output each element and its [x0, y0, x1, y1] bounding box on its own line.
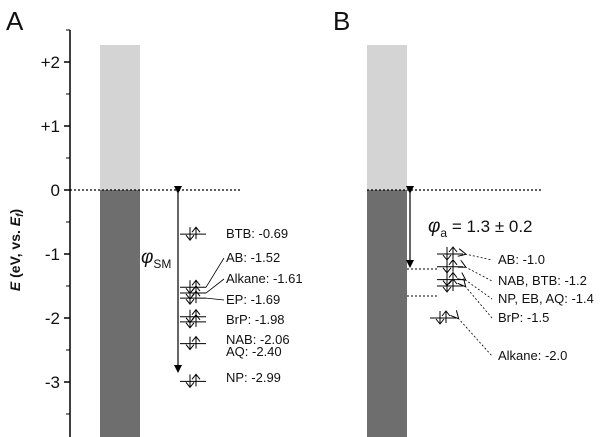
- y-axis-title: E (eV, vs. Ef): [7, 209, 26, 291]
- panel-a-spin-down-head-7: [185, 382, 195, 389]
- panel-b-level-label-3: BrP: -1.5: [498, 310, 549, 325]
- panel-b-spin-up-head-1: [448, 258, 458, 266]
- panel-b-phi-label: φa = 1.3 ± 0.2: [428, 216, 533, 240]
- panel-a-leader-1: [205, 257, 225, 288]
- panel-a-band-lower: [100, 190, 140, 437]
- panel-b-pointer-4: [458, 318, 493, 357]
- panel-a-level-label-4: BrP: -1.98: [226, 312, 285, 327]
- panel-a-spin-down-head-0: [185, 234, 195, 241]
- panel-b-level-glyph-4: [430, 310, 456, 325]
- panel-a-spin-down-head-3: [185, 298, 195, 305]
- panel-a-phi-label: φSM: [141, 247, 171, 271]
- panel-a-level-label-1: AB: -1.52: [226, 250, 280, 265]
- panel-a-spin-up-head-7: [191, 373, 201, 380]
- panel-a-level-glyph-7: [180, 373, 206, 389]
- panel-a-spin-down-head-6: [185, 344, 195, 351]
- panel-a-band-upper: [100, 45, 140, 190]
- panel-b-level-label-2: NP, EB, AQ: -1.4: [498, 291, 594, 306]
- panel-a-level-label-2: Alkane: -1.61: [226, 271, 303, 286]
- panel-b-level-glyph-1: [437, 258, 463, 274]
- panel-a-spin-up-head-0: [191, 226, 201, 233]
- y-tick-label-0: +2: [41, 53, 60, 72]
- panel-a-spin-down-head-5: [185, 322, 195, 329]
- panel-b-level-label-0: AB: -1.0: [498, 252, 545, 267]
- y-tick-label-5: -3: [45, 373, 60, 392]
- panel-a-spin-up-head-4: [191, 308, 201, 316]
- panel-b-pointer-1: [465, 267, 493, 282]
- panel-b-level-label-1: NAB, BTB: -1.2: [498, 273, 587, 288]
- panel-a-level-glyph-6: [180, 335, 206, 351]
- panel-a-level-label-0: BTB: -0.69: [226, 226, 288, 241]
- panel-a-spin-up-head-6: [191, 335, 201, 342]
- panel-a-spin-up-head-3: [191, 290, 201, 297]
- panel-a-level-label-7: NP: -2.99: [226, 370, 281, 385]
- panel-a-levels: BTB: -0.69 AB: -1.52 Alkane: -1.61 EP: -1.6…: [180, 226, 303, 389]
- panel-b-spin-up-head-3: [448, 278, 458, 285]
- y-tick-label-4: -2: [45, 309, 60, 328]
- panel-b-band-upper: [367, 45, 407, 190]
- panel-a-spin-up-head-1: [191, 279, 201, 286]
- panel-b-level-glyph-3: [437, 278, 463, 293]
- panel-b-level-label-4: Alkane: -2.0: [498, 348, 567, 363]
- panel-a-letter: A: [6, 6, 24, 36]
- panel-b-band-lower: [367, 190, 407, 437]
- panel-a-level-glyph-1: [180, 279, 206, 295]
- panel-a-level-glyph-5: [180, 314, 206, 329]
- panel-b-levels: AB: -1.0 NAB, BTB: -1.2 NP, EB, AQ: -1.4 Br…: [430, 246, 594, 363]
- panel-b-spin-up-head-0: [448, 246, 458, 253]
- panel-a-leader-3: [205, 297, 225, 301]
- y-tick-label-1: +1: [41, 117, 60, 136]
- panel-a-level-glyph-2: [180, 285, 206, 300]
- panel-b-spin-up-head-4: [441, 310, 451, 317]
- y-axis-ticks: +2 +1 0 -1 -2 -3: [41, 29, 70, 415]
- panel-b-pointer-0: [465, 254, 493, 261]
- panel-a-spin-up-head-2: [191, 285, 201, 292]
- panel-b-pointer-3: [465, 286, 493, 319]
- panel-a-level-label-6: AQ: -2.40: [226, 344, 282, 359]
- panel-b-spin-down-head-4: [435, 318, 445, 325]
- panel-a-level-glyph-0: [180, 226, 206, 241]
- panel-a-leader-2: [205, 278, 225, 294]
- panel-b-level-glyph-0: [437, 246, 463, 261]
- panel-b-spin-down-head-3: [442, 286, 452, 293]
- panel-b-spin-up-head-2: [448, 271, 458, 278]
- y-tick-label-3: -1: [45, 245, 60, 264]
- panel-b-pointer-2: [465, 280, 493, 300]
- panel-a-level-glyph-4: [180, 308, 206, 324]
- panel-b-letter: B: [333, 6, 350, 36]
- panel-b-level-glyph-2: [437, 271, 463, 287]
- panel-a-level-label-5: NAB: -2.06: [226, 332, 290, 347]
- panel-a-spin-up-head-5: [191, 314, 201, 321]
- panel-a-level-label-3: EP: -1.69: [226, 292, 280, 307]
- y-tick-label-2: 0: [51, 181, 60, 200]
- panel-a-level-glyph-3: [180, 290, 206, 305]
